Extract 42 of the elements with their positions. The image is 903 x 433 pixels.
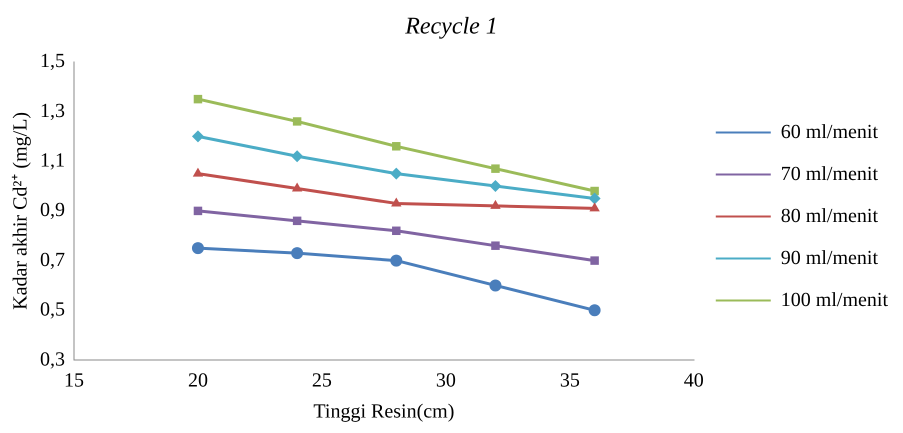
x-tick-label: 25 [312,369,332,392]
point [392,142,401,151]
point [292,117,302,126]
y-tick-label: 1,1 [40,149,65,172]
point [192,168,204,177]
point [292,216,302,226]
y-tick-label: 1,3 [40,100,65,122]
y-tick-label: 1,5 [40,50,65,72]
legend-label: 70 ml/menit [780,162,878,185]
legend-label: 80 ml/menit [780,204,878,227]
point [588,304,601,316]
point [192,242,204,254]
y-axis-title: Kadar akhir Cd²⁺ (mg/L) [9,112,32,310]
point [491,241,500,250]
x-tick-label: 20 [188,369,208,392]
y-tick-label: 0,5 [40,298,65,321]
point [292,182,302,192]
x-tick-label: 35 [560,369,580,392]
point [192,130,204,142]
y-tick-label: 0,7 [40,248,65,271]
y-tick-label: 0,9 [40,199,65,222]
point [194,206,202,216]
point [590,256,599,265]
x-tick-label: 30 [436,369,456,392]
point [390,254,402,267]
x-tick-label: 40 [684,369,704,392]
x-tick-label: 15 [64,369,84,392]
point [291,247,304,260]
legend-label: 60 ml/menit [780,120,878,143]
x-axis-title: Tinggi Resin(cm) [313,400,454,422]
chart-title: Recycle 1 [404,14,498,40]
point [392,226,401,236]
point [291,150,304,162]
point [489,180,502,192]
point [390,168,402,180]
point [588,192,601,204]
point [194,94,202,104]
legend-label: 100 ml/menit [780,288,888,311]
y-tick-label: 0,3 [40,348,65,370]
legend-label: 90 ml/menit [780,246,878,269]
point [491,164,500,173]
point [489,279,502,292]
